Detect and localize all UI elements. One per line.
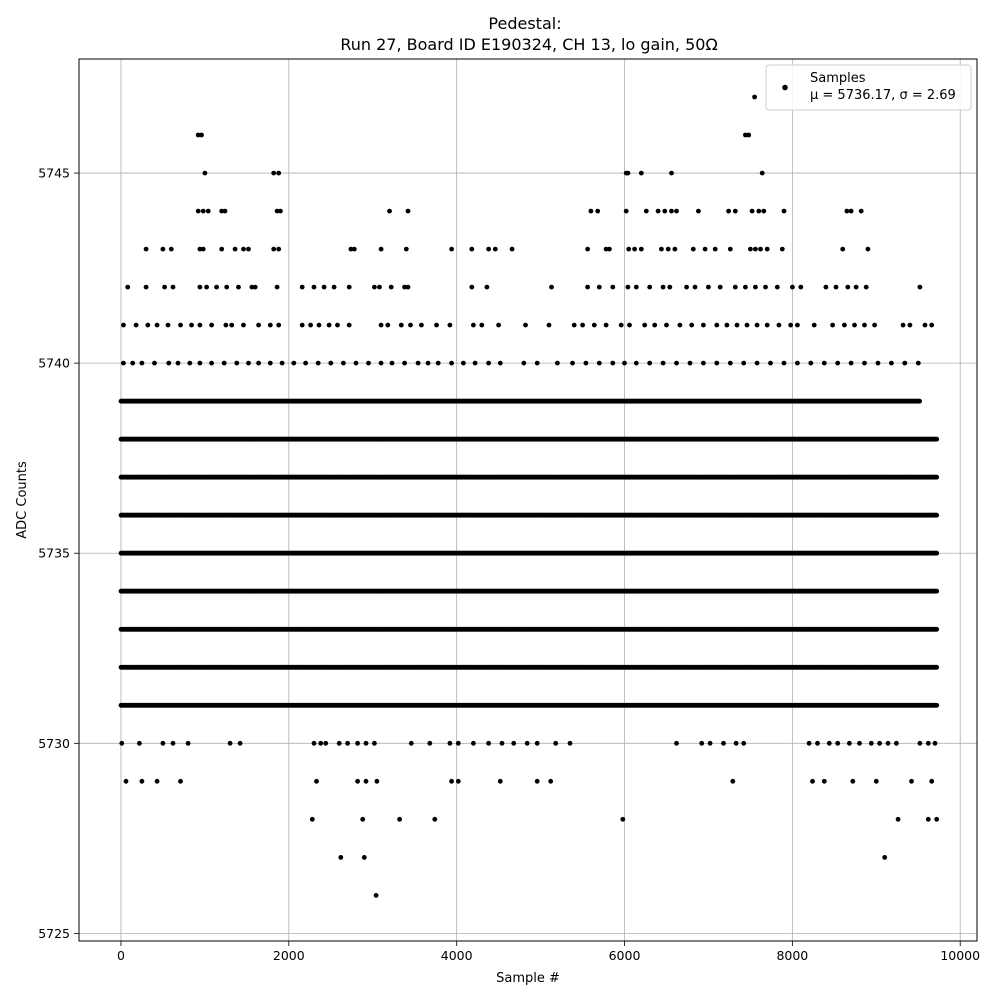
data-point [934,512,940,518]
data-point [934,474,940,480]
chart-title: Pedestal: [488,14,561,33]
data-point [934,436,940,442]
chart-subtitle: Run 27, Board ID E190324, CH 13, lo gain… [340,35,717,54]
data-point [934,588,940,594]
data-point [917,398,922,404]
data-point [934,550,940,556]
data-points [118,94,940,898]
